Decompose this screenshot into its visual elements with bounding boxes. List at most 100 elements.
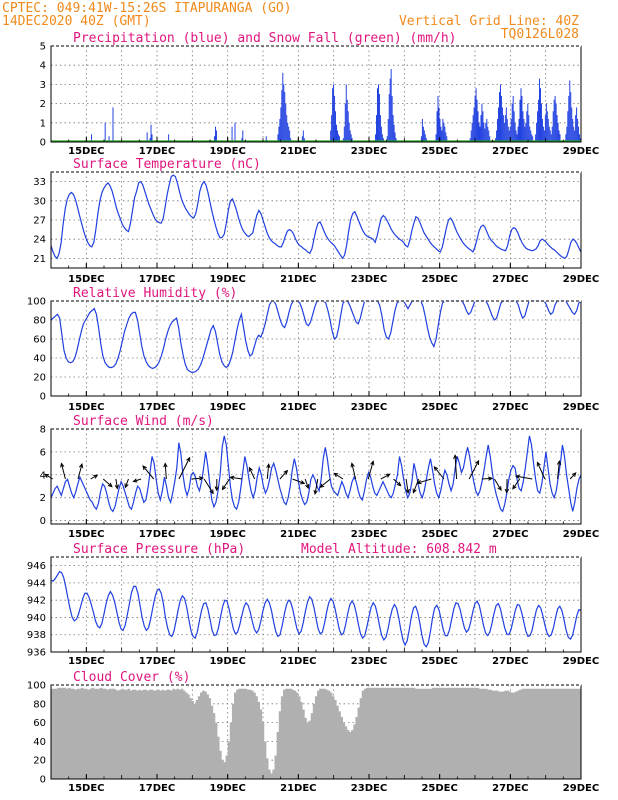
precip-bar (508, 130, 510, 142)
cloud-bar (59, 687, 63, 779)
cloud-bar (470, 687, 473, 779)
wind-arrow (178, 457, 191, 480)
plot-area (51, 557, 581, 652)
cloud-bar (234, 692, 237, 779)
cloud-bar (523, 688, 527, 779)
x-tick-label: 29DEC (563, 656, 599, 667)
cloud-bar (182, 690, 186, 779)
cloud-bar (74, 689, 77, 779)
y-tick-label: 3 (40, 80, 46, 91)
precip-bar (265, 136, 267, 142)
cloud-bar (427, 688, 431, 779)
precip-bar (470, 130, 472, 142)
cloud-bar (459, 687, 463, 779)
cloud-bar (80, 687, 84, 779)
precip-bar (488, 130, 490, 142)
wind-arrowhead (78, 463, 84, 469)
precip-bar (280, 107, 282, 142)
wind-arrow (279, 470, 288, 480)
wind-arrowhead (186, 456, 191, 462)
cloud-bar (263, 741, 267, 779)
cloud-bar (414, 688, 418, 779)
panel-wind: 0 2 4 6 8 15DEC 17DEC 19DEC 21DEC 23DEC 25DEC 27DEC… (40, 414, 600, 540)
precip-bar (471, 122, 473, 142)
cloud-bar (357, 707, 361, 779)
precip-bar (342, 138, 344, 142)
panel-pressure: 936 938 940 942 944 946 15DEC 17DEC 19DEC 21DEC 23… (27, 542, 599, 667)
precip-bar (336, 130, 338, 142)
precip-bar (548, 126, 550, 142)
cloud-bar (353, 724, 356, 779)
cloud-bar (557, 688, 561, 779)
cloud-bar (397, 687, 401, 779)
wind-arrowhead (488, 476, 494, 481)
precip-bar (474, 95, 476, 142)
cloud-bar (376, 687, 380, 779)
cloud-bar (121, 688, 124, 779)
precip-bar (506, 118, 508, 142)
precip-bar (424, 134, 426, 142)
precip-bar (242, 130, 244, 142)
cloud-bar (174, 689, 177, 779)
precip-bar (579, 134, 581, 142)
precip-bar (572, 118, 574, 142)
precip-bar (389, 78, 391, 142)
precip-bar (521, 95, 523, 142)
panel-title: Surface Temperature (nC) (73, 157, 261, 172)
cloud-bar (463, 687, 467, 779)
cloud-bar (432, 687, 435, 779)
x-tick-label: 29DEC (563, 529, 599, 540)
y-tick-label: 30 (33, 196, 46, 207)
cloud-bar (372, 687, 375, 779)
panel-title: Surface Wind (m/s) (73, 414, 214, 429)
precip-bar (150, 124, 152, 142)
precip-bar (530, 130, 532, 142)
x-tick-label: 21DEC (280, 402, 316, 413)
wind-arrowhead (266, 463, 271, 469)
precip-bar (377, 88, 378, 142)
x-tick-label: 23DEC (351, 783, 387, 794)
x-tick-label: 19DEC (209, 783, 245, 794)
precip-bar (439, 118, 441, 142)
precip-bar (351, 138, 353, 142)
y-tick-label: 5 (40, 42, 46, 53)
cloud-bar (212, 713, 216, 779)
y-tick-label: 2 (40, 493, 46, 504)
precip-bar (288, 126, 290, 142)
precip-bar (543, 130, 545, 142)
cloud-bar (185, 692, 188, 779)
precip-bar (571, 107, 573, 142)
x-tick-label: 25DEC (421, 529, 457, 540)
wind-arrowhead (209, 489, 214, 495)
cloud-bar (314, 696, 318, 779)
cloud-bar (383, 687, 386, 779)
cloud-bar (544, 688, 548, 779)
cloud-bar (123, 689, 126, 779)
cloud-bar (555, 688, 558, 779)
x-tick-label: 25DEC (421, 274, 457, 285)
precip-bar (516, 134, 518, 142)
wind-arrow (417, 478, 432, 484)
precip-bar (519, 99, 521, 142)
cloud-bar (538, 688, 541, 779)
precip-bar (446, 136, 448, 142)
precip-bar (500, 95, 502, 142)
wind-arrow (115, 478, 118, 489)
precip-bar (348, 122, 350, 142)
precip-bar (559, 134, 561, 142)
cloud-bar (331, 696, 335, 779)
cloud-bar (240, 688, 243, 779)
wind-arrowhead (396, 481, 402, 487)
cloud-bar (116, 690, 120, 779)
wind-arrowhead (124, 483, 129, 489)
wind-arrowhead (350, 462, 355, 468)
y-tick-label: 20 (33, 756, 46, 767)
cloud-bar (61, 687, 65, 779)
cloud-bar (563, 688, 567, 779)
precip-bar (478, 122, 480, 142)
cloud-bar (308, 720, 312, 779)
cloud-bar (363, 688, 367, 779)
wind-arrowhead (198, 476, 204, 481)
wind-arrow (367, 461, 374, 480)
precip-bar (440, 126, 442, 142)
